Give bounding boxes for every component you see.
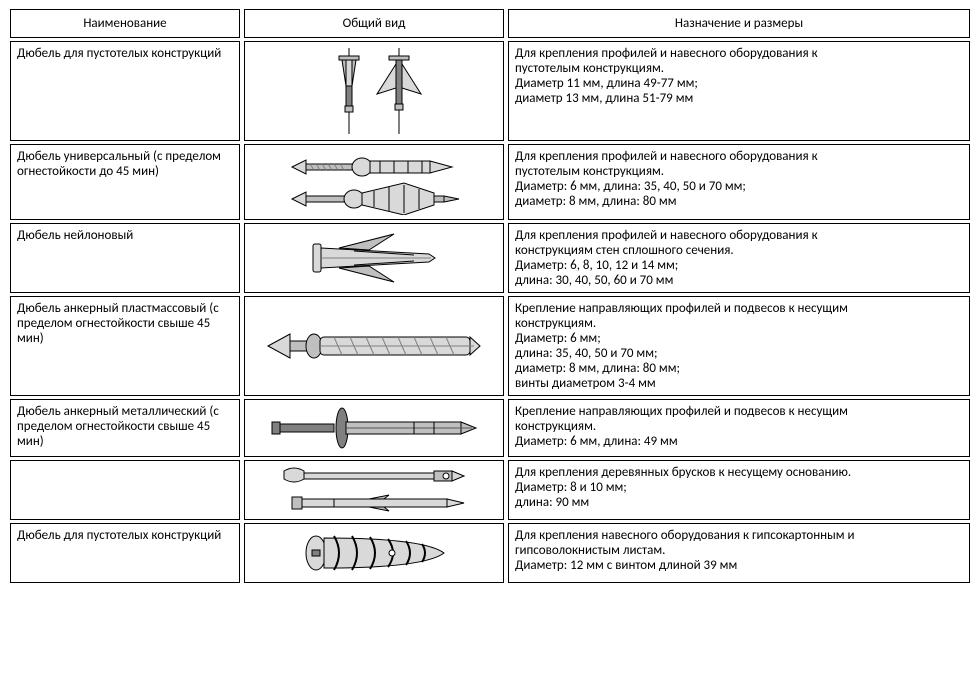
header-desc: Назначение и размеры [508, 9, 970, 38]
desc-line: длина: 90 мм [515, 495, 963, 510]
desc-line: Диаметр: 12 мм с винтом длиной 39 мм [515, 558, 963, 573]
row-image [244, 460, 504, 520]
table-row: Дюбель нейлоновый Для крепления профилей [10, 223, 970, 293]
metal-anchor-icon [264, 404, 484, 452]
hollow-toggle-icon [309, 46, 439, 136]
desc-line: Диаметр: 6 мм, длина: 49 мм [515, 434, 963, 449]
row-desc: Для крепления профилей и навесного обору… [508, 144, 970, 220]
row-name: Дюбель для пустотелых конструкций [10, 523, 240, 583]
row-desc: Крепление направляющих профилей и подвес… [508, 399, 970, 457]
desc-line: Диаметр 11 мм, длина 49-77 мм; [515, 76, 963, 91]
row-desc: Для крепления деревянных брусков к несущ… [508, 460, 970, 520]
row-name: Дюбель для пустотелых конструкций [10, 41, 240, 141]
desc-line: Диаметр: 6 мм; [515, 331, 963, 346]
desc-line: Для крепления деревянных брусков к несущ… [515, 465, 963, 480]
table-row: Дюбель анкерный металлический (с предело… [10, 399, 970, 457]
row-image [244, 399, 504, 457]
row-image [244, 296, 504, 396]
desc-line: гипсоволокнистым листам. [515, 543, 963, 558]
nail-anchor-icon [274, 465, 474, 515]
row-desc: Для крепления профилей и навесного обору… [508, 223, 970, 293]
table-row: Дюбель для пустотелых конструкций [10, 523, 970, 583]
row-name: Дюбель универсальный (с пределом огнесто… [10, 144, 240, 220]
table-row: Дюбель для пустотелых конструкций [10, 41, 970, 141]
universal-dowel-icon [284, 149, 464, 215]
table-row: Дюбель универсальный (с пределом огнесто… [10, 144, 970, 220]
desc-line: Диаметр: 6, 8, 10, 12 и 14 мм; [515, 258, 963, 273]
row-name: Дюбель нейлоновый [10, 223, 240, 293]
desc-line: Крепление направляющих профилей и подвес… [515, 301, 963, 316]
desc-line: винты диаметром 3-4 мм [515, 376, 963, 391]
row-image [244, 41, 504, 141]
desc-line: Диаметр: 8 и 10 мм; [515, 480, 963, 495]
row-image [244, 144, 504, 220]
plastic-anchor-icon [264, 326, 484, 366]
desc-line: Для крепления профилей и навесного обору… [515, 46, 963, 61]
table-row: Для крепления деревянных брусков к несущ… [10, 460, 970, 520]
desc-line: пустотелым конструкциям. [515, 164, 963, 179]
desc-line: Для крепления профилей и навесного обору… [515, 228, 963, 243]
drywall-anchor-icon [294, 528, 454, 578]
desc-line: конструкциям стен сплошного сечения. [515, 243, 963, 258]
desc-line: конструкциям. [515, 419, 963, 434]
row-name: Дюбель анкерный пластмассовый (с предело… [10, 296, 240, 396]
row-name [10, 460, 240, 520]
desc-line: Для крепления навесного оборудования к г… [515, 528, 963, 543]
desc-line: длина: 35, 40, 50 и 70 мм; [515, 346, 963, 361]
nylon-dowel-icon [299, 228, 449, 288]
row-desc: Для крепления профилей и навесного обору… [508, 41, 970, 141]
table-row: Дюбель анкерный пластмассовый (с предело… [10, 296, 970, 396]
desc-line: пустотелым конструкциям. [515, 61, 963, 76]
desc-line: Крепление направляющих профилей и подвес… [515, 404, 963, 419]
header-view: Общий вид [244, 9, 504, 38]
header-name: Наименование [10, 9, 240, 38]
row-image [244, 223, 504, 293]
desc-line: конструкциям. [515, 316, 963, 331]
desc-line: диаметр: 8 мм, длина: 80 мм; [515, 361, 963, 376]
row-name: Дюбель анкерный металлический (с предело… [10, 399, 240, 457]
desc-line: диаметр: 8 мм, длина: 80 мм [515, 194, 963, 209]
header-row: Наименование Общий вид Назначение и разм… [10, 9, 970, 38]
row-desc: Для крепления навесного оборудования к г… [508, 523, 970, 583]
fastener-table: Наименование Общий вид Назначение и разм… [6, 6, 974, 586]
row-image [244, 523, 504, 583]
desc-line: Для крепления профилей и навесного обору… [515, 149, 963, 164]
row-desc: Крепление направляющих профилей и подвес… [508, 296, 970, 396]
desc-line: длина: 30, 40, 50, 60 и 70 мм [515, 273, 963, 288]
desc-line: Диаметр: 6 мм, длина: 35, 40, 50 и 70 мм… [515, 179, 963, 194]
desc-line: диаметр 13 мм, длина 51-79 мм [515, 91, 963, 106]
